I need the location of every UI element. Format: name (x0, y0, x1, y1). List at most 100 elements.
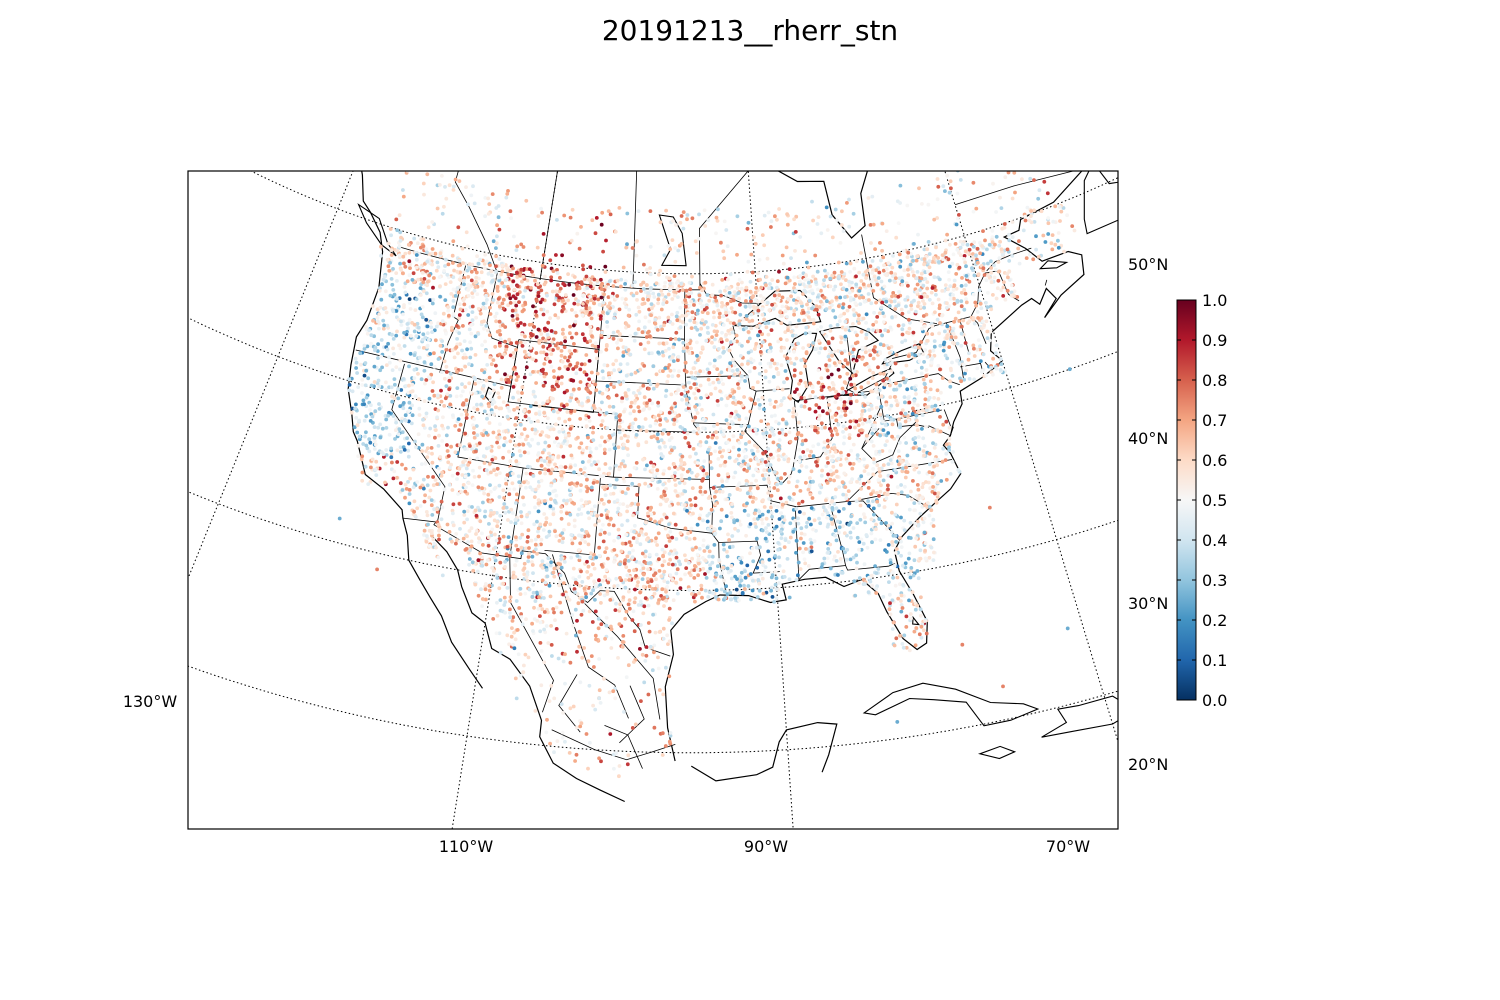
station-point (605, 363, 610, 368)
station-point (839, 282, 843, 287)
station-point (843, 413, 848, 417)
station-point (645, 576, 650, 581)
station-point (651, 568, 656, 572)
station-point (592, 504, 597, 509)
station-point (542, 512, 547, 516)
station-point (919, 635, 924, 640)
station-point (890, 540, 895, 544)
station-point (640, 425, 645, 430)
station-point (527, 322, 532, 327)
station-point (566, 522, 571, 527)
station-point (843, 485, 848, 489)
station-point (857, 576, 862, 581)
station-point (437, 433, 441, 438)
station-point (996, 260, 1001, 264)
station-point (597, 657, 601, 661)
station-point (491, 430, 496, 435)
station-point (777, 207, 781, 211)
station-point (927, 265, 932, 270)
station-point (866, 472, 871, 476)
station-point (892, 563, 897, 568)
station-point (445, 272, 450, 277)
station-point (851, 354, 856, 359)
station-point (436, 321, 440, 325)
station-point (964, 297, 968, 301)
station-point (992, 275, 997, 280)
station-point (873, 537, 878, 542)
station-point (962, 254, 967, 258)
station-point (712, 364, 717, 369)
station-point (580, 460, 585, 464)
station-point (390, 368, 395, 372)
station-point (894, 636, 899, 641)
station-point (562, 581, 566, 585)
station-point (542, 627, 546, 632)
station-point (1053, 204, 1058, 209)
station-point (509, 375, 513, 379)
station-point (793, 249, 797, 253)
station-point (923, 270, 928, 275)
station-point (727, 538, 731, 542)
station-point (1036, 196, 1041, 201)
station-point (602, 676, 606, 681)
station-point (540, 369, 544, 373)
station-point (839, 270, 844, 274)
station-point (801, 439, 805, 443)
station-point (495, 552, 500, 557)
station-point (425, 172, 430, 177)
station-point (676, 373, 681, 378)
station-point (953, 335, 958, 340)
station-point (406, 242, 411, 247)
station-point (924, 631, 929, 636)
station-point (443, 257, 448, 262)
station-point (841, 390, 846, 395)
station-point (440, 319, 445, 324)
station-point (888, 558, 893, 563)
station-point (847, 283, 852, 288)
station-point (764, 590, 769, 595)
station-point (549, 329, 554, 333)
station-point (478, 311, 483, 316)
station-point (650, 586, 655, 591)
station-point (579, 225, 583, 229)
station-point (736, 382, 740, 386)
station-point (687, 537, 692, 542)
station-point (517, 449, 522, 453)
station-point (494, 319, 498, 324)
station-point (857, 497, 862, 501)
station-point (639, 699, 643, 703)
station-point (768, 364, 773, 369)
station-point (771, 306, 776, 311)
station-point (625, 242, 629, 247)
station-point (944, 419, 949, 424)
station-point (535, 590, 539, 595)
station-point (596, 327, 600, 331)
station-point (915, 519, 920, 524)
station-point (900, 332, 905, 337)
station-point (713, 323, 718, 328)
station-point (912, 385, 917, 390)
station-point (487, 522, 491, 526)
station-point (748, 458, 753, 463)
station-point (851, 322, 855, 326)
station-point (625, 509, 629, 514)
station-point (869, 492, 873, 496)
station-point (506, 535, 511, 539)
station-point (508, 459, 513, 464)
station-point (879, 521, 884, 526)
station-point (876, 567, 881, 571)
station-point (796, 560, 801, 565)
station-point (552, 498, 557, 503)
station-point (791, 414, 795, 419)
station-point (526, 559, 531, 564)
station-point (563, 335, 567, 340)
station-point (863, 346, 868, 350)
station-point (757, 581, 762, 586)
station-point (714, 588, 719, 593)
station-point (737, 319, 742, 323)
station-point (913, 441, 918, 445)
station-point (544, 520, 549, 525)
station-point (682, 481, 687, 486)
station-point (549, 624, 553, 628)
station-point (676, 358, 680, 363)
